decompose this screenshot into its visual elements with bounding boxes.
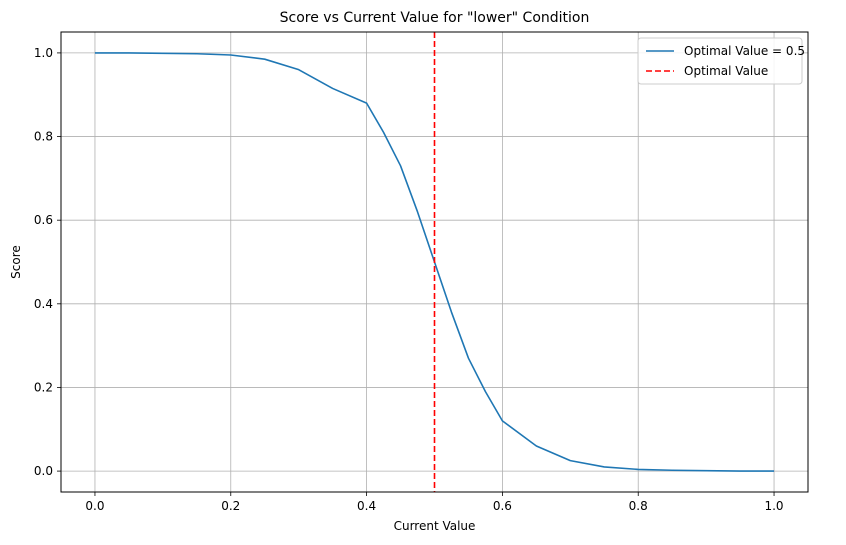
y-tick-label: 0.4 <box>34 297 53 311</box>
y-axis: 0.0 0.2 0.4 0.6 0.8 1.0 <box>34 46 61 478</box>
x-axis: 0.0 0.2 0.4 0.6 0.8 1.0 <box>85 492 784 513</box>
x-tick-label: 0.0 <box>85 499 104 513</box>
y-tick-label: 1.0 <box>34 46 53 60</box>
y-tick-label: 0.0 <box>34 464 53 478</box>
x-tick-label: 0.2 <box>221 499 240 513</box>
plot-lines <box>94 32 775 492</box>
legend: Optimal Value = 0.5 Optimal Value <box>637 37 805 85</box>
x-tick-label: 1.0 <box>764 499 783 513</box>
y-tick-label: 0.2 <box>34 380 53 394</box>
legend-label: Optimal Value = 0.5 <box>684 44 805 58</box>
x-tick-label: 0.8 <box>629 499 648 513</box>
plot-frame <box>60 31 809 493</box>
x-tick-label: 0.4 <box>357 499 376 513</box>
x-axis-label: Current Value <box>394 519 476 533</box>
y-axis-label: Score <box>9 245 23 279</box>
y-tick-label: 0.6 <box>34 213 53 227</box>
x-tick-label: 0.6 <box>493 499 512 513</box>
legend-box <box>637 37 803 85</box>
y-tick-label: 0.8 <box>34 130 53 144</box>
legend-label: Optimal Value <box>684 64 768 78</box>
chart-title: Score vs Current Value for "lower" Condi… <box>280 10 590 26</box>
